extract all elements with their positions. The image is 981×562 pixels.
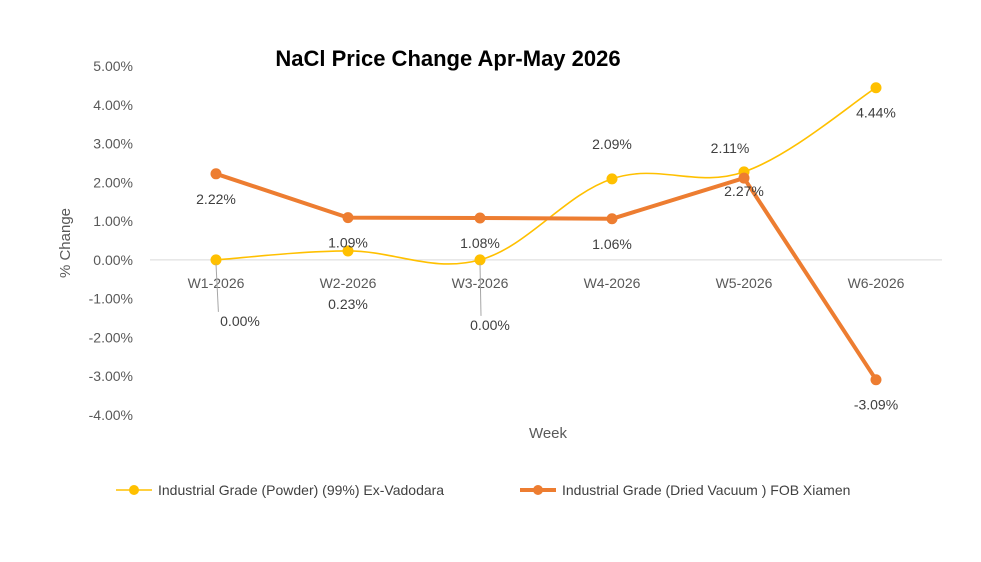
series-line	[215, 86, 877, 265]
plot-area: 0.00% 0.23% 0.00% 2.09% 2.27% 4.44% 2.22% 1.09%…	[196, 82, 898, 413]
data-label: 4.44%	[856, 105, 896, 121]
series-line	[214, 171, 878, 382]
data-point	[474, 254, 486, 266]
y-tick-label: 3.00%	[93, 136, 133, 152]
data-point	[342, 245, 354, 257]
data-label: 0.00%	[470, 317, 510, 333]
data-label: 0.23%	[328, 296, 368, 312]
data-label: 0.00%	[220, 313, 260, 329]
y-tick-label: 0.00%	[93, 252, 133, 268]
y-axis: 5.00% 4.00% 3.00% 2.00% 1.00% 0.00% -1.00% -2.0…	[89, 58, 133, 423]
y-tick-label: -4.00%	[89, 407, 133, 423]
label-leader-line	[215, 263, 219, 312]
data-label: 1.09%	[328, 235, 368, 251]
y-tick-label: 4.00%	[93, 97, 133, 113]
x-tick-label: W1-2026	[188, 275, 245, 291]
y-tick-label: 2.00%	[93, 174, 133, 190]
y-axis-title: % Change	[57, 208, 74, 278]
legend-marker	[533, 485, 543, 495]
data-point	[870, 374, 882, 386]
data-point	[606, 213, 618, 225]
data-label: 2.11%	[711, 140, 750, 156]
data-label: 1.08%	[460, 235, 500, 251]
legend-marker	[129, 485, 139, 495]
x-tick-label: W6-2026	[848, 275, 905, 291]
legend-label: Industrial Grade (Powder) (99%) Ex-Vadod…	[158, 482, 444, 498]
x-tick-label: W4-2026	[584, 275, 641, 291]
x-tick-label: W5-2026	[716, 275, 773, 291]
data-point	[606, 173, 618, 185]
y-tick-label: 1.00%	[93, 213, 133, 229]
data-label: -3.09%	[854, 397, 898, 413]
data-point	[210, 168, 222, 180]
data-point	[210, 254, 222, 266]
data-point	[474, 212, 486, 224]
data-label: 1.06%	[592, 236, 632, 252]
x-axis: W1-2026 W2-2026 W3-2026 W4-2026 W5-2026 W6-20…	[150, 259, 942, 291]
x-axis-title: Week	[529, 425, 568, 442]
data-label: 2.22%	[196, 191, 236, 207]
data-label: 2.09%	[592, 136, 632, 152]
data-point	[870, 82, 882, 94]
data-label: 2.27%	[724, 183, 764, 199]
x-tick-label: W2-2026	[320, 275, 377, 291]
data-point	[738, 172, 750, 184]
legend: Industrial Grade (Powder) (99%) Ex-Vadod…	[116, 482, 850, 498]
y-tick-label: -3.00%	[89, 368, 133, 384]
y-tick-label: 5.00%	[93, 58, 133, 74]
y-tick-label: -2.00%	[89, 329, 133, 345]
legend-label: Industrial Grade (Dried Vacuum ) FOB Xia…	[562, 482, 850, 498]
chart-title: NaCl Price Change Apr-May 2026	[275, 46, 620, 71]
y-tick-label: -1.00%	[89, 291, 133, 307]
data-point	[342, 212, 354, 224]
label-leader-line	[479, 263, 482, 316]
